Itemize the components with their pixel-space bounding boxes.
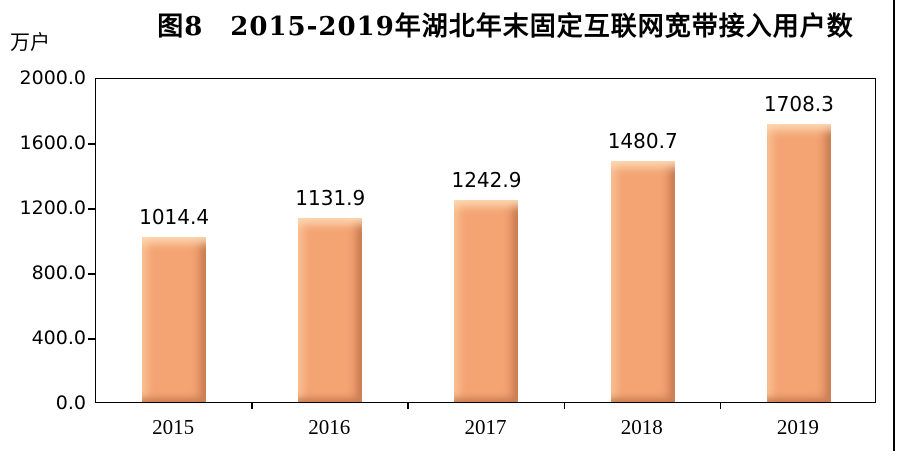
bar-data-label: 1242.9 bbox=[451, 168, 522, 193]
y-axis-unit-label: 万户 bbox=[10, 30, 50, 54]
bar-data-label: 1708.3 bbox=[763, 92, 834, 117]
y-axis-tick-mark bbox=[88, 208, 95, 210]
bar-2017 bbox=[454, 200, 519, 402]
x-axis-tick-mark bbox=[407, 403, 409, 409]
y-tick-label: 0.0 bbox=[55, 392, 86, 414]
x-axis-tick-mark bbox=[719, 403, 722, 409]
bar-slot: 1242.9 bbox=[408, 79, 564, 402]
x-axis-tick-mark bbox=[563, 403, 566, 409]
bar-slot: 1708.3 bbox=[721, 79, 877, 402]
bar-data-label: 1480.7 bbox=[607, 129, 678, 154]
bar-slot: 1131.9 bbox=[252, 79, 408, 402]
y-tick-label: 2000.0 bbox=[19, 67, 86, 89]
bar-2019 bbox=[766, 124, 831, 402]
bar-slot: 1480.7 bbox=[565, 79, 721, 402]
x-tick-label-2018: 2018 bbox=[620, 415, 663, 439]
plot-area: 1014.4 1131.9 1242.9 1480.7 1708.3 bbox=[95, 78, 876, 403]
y-axis-tick-mark bbox=[88, 338, 95, 340]
y-tick-label: 1200.0 bbox=[19, 197, 86, 219]
y-axis-tick-mark bbox=[88, 273, 95, 275]
bar-2015 bbox=[142, 237, 207, 402]
bar-data-label: 1131.9 bbox=[295, 186, 366, 211]
x-tick-label-2017: 2017 bbox=[464, 415, 507, 439]
document-right-border-rule bbox=[893, 0, 895, 451]
x-tick-label-2019: 2019 bbox=[776, 415, 819, 439]
y-tick-label: 800.0 bbox=[31, 262, 86, 284]
chart-title: 图8 2015-2019年湖北年末固定互联网宽带接入用户数 bbox=[157, 12, 854, 42]
bar-2016 bbox=[298, 218, 363, 402]
x-axis: 2015 2016 2017 2018 2019 bbox=[95, 415, 876, 445]
bar-2018 bbox=[610, 161, 675, 402]
x-tick-label-2016: 2016 bbox=[308, 415, 351, 439]
bar-slot: 1014.4 bbox=[96, 79, 252, 402]
bar-data-label: 1014.4 bbox=[139, 205, 210, 230]
y-axis: 2000.0 1600.0 1200.0 800.0 400.0 0.0 bbox=[0, 0, 95, 458]
y-axis-tick-mark bbox=[88, 143, 95, 145]
y-tick-label: 400.0 bbox=[31, 327, 86, 349]
x-tick-label-2015: 2015 bbox=[152, 415, 195, 439]
x-axis-tick-mark bbox=[251, 403, 253, 409]
y-tick-label: 1600.0 bbox=[19, 132, 86, 154]
